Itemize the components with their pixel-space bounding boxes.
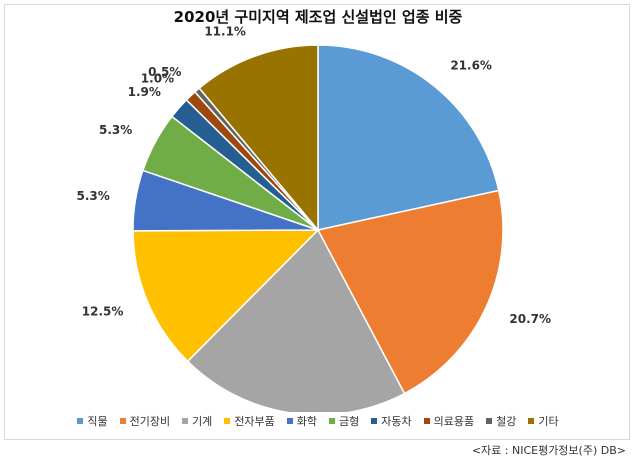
legend-label-7: 자동차 — [381, 415, 412, 428]
legend-item-9: 철강 — [486, 413, 516, 429]
data-label-1: 21.6% — [450, 59, 492, 73]
legend-item-5: 화학 — [286, 413, 318, 429]
legend-swatch-8 — [423, 418, 430, 424]
legend-label-5: 화학 — [296, 415, 318, 428]
pie-slice-3 — [186, 228, 406, 412]
legend-label-9: 철강 — [496, 415, 517, 428]
legend-swatch-5 — [286, 418, 293, 424]
data-label-9: 0.5% — [148, 65, 181, 79]
data-label-6: 5.3% — [99, 123, 132, 137]
legend-label-10: 기타 — [538, 415, 559, 428]
legend-item-6: 금형 — [329, 413, 359, 429]
legend-swatch-6 — [329, 418, 336, 424]
legend-item-10: 기타 — [528, 413, 559, 429]
pie-slice-1 — [317, 44, 500, 231]
data-label-7: 1.9% — [128, 85, 161, 99]
legend-label-8: 의료용품 — [433, 415, 475, 428]
legend-item-8: 의료용품 — [423, 413, 475, 429]
data-label-8: 1.0% — [141, 71, 174, 85]
legend-swatch-9 — [486, 418, 493, 424]
legend-item-1: 직물 — [77, 413, 108, 429]
legend-item-4: 전자부품 — [224, 413, 275, 429]
data-label-5: 5.3% — [76, 189, 109, 203]
data-label-2: 20.7% — [509, 312, 551, 326]
legend-swatch-1 — [77, 418, 84, 424]
legend-swatch-7 — [371, 418, 378, 424]
legend-item-7: 자동차 — [371, 413, 412, 429]
chart-title: 2020년 구미지역 제조업 신설법인 업종 비중 — [173, 8, 463, 26]
legend-swatch-3 — [182, 418, 189, 424]
pie-slice-10 — [198, 44, 319, 233]
legend-label-1: 직물 — [87, 415, 108, 428]
pie-slice-2 — [316, 189, 504, 395]
legend: 직물 전기장비 기계 전자부품 화학 금형 자동차 의료용품 철강 기타 — [0, 413, 636, 429]
legend-item-3: 기계 — [182, 413, 212, 429]
source-note: <자료 : NICE평가정보(주) DB> — [471, 444, 626, 457]
legend-label-4: 전자부품 — [234, 415, 275, 428]
legend-label-3: 기계 — [192, 415, 213, 428]
data-label-4: 12.5% — [82, 305, 124, 319]
legend-swatch-4 — [224, 418, 231, 424]
pie-slice-4 — [132, 229, 320, 363]
legend-label-6: 금형 — [339, 415, 360, 428]
legend-label-2: 전기장비 — [129, 415, 171, 428]
data-label-10: 11.1% — [204, 25, 246, 39]
legend-swatch-2 — [119, 418, 126, 424]
legend-item-2: 전기장비 — [119, 413, 171, 429]
legend-swatch-10 — [528, 418, 535, 424]
pie-chart: 21.6%20.7%20.2%12.5%5.3%5.3%1.9%1.0%0.5%… — [76, 25, 551, 412]
